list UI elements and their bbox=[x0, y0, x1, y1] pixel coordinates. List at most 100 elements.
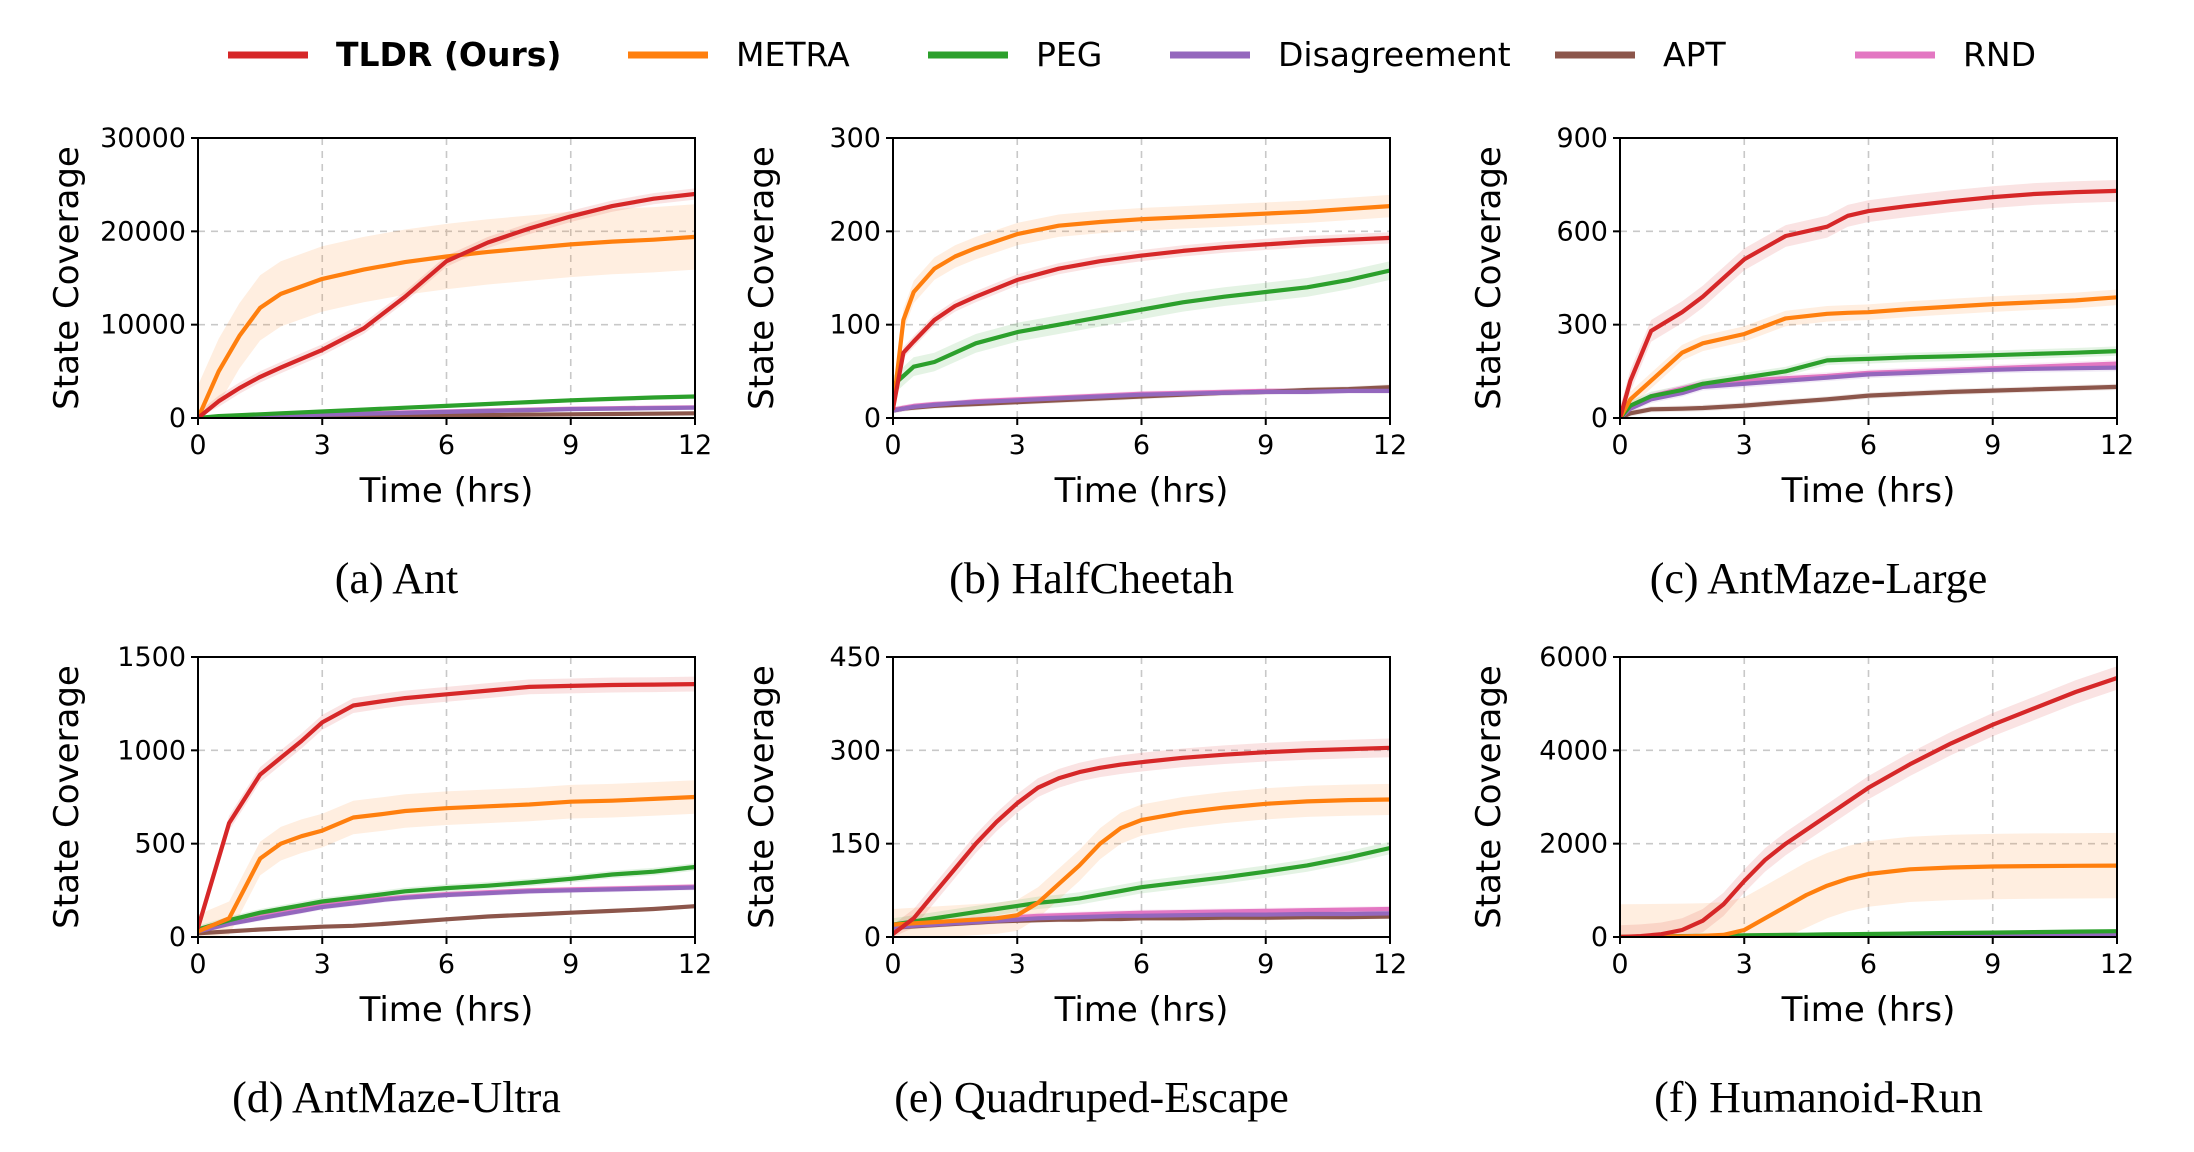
series-band bbox=[198, 780, 695, 937]
x-tick-label: 12 bbox=[2100, 949, 2134, 980]
plot-area bbox=[1620, 180, 2117, 418]
x-tick-label: 9 bbox=[562, 430, 579, 461]
y-tick-label: 4000 bbox=[1539, 735, 1608, 766]
plot-area bbox=[198, 676, 695, 937]
series-band bbox=[893, 261, 1390, 395]
y-tick-label: 1000 bbox=[117, 735, 186, 766]
y-axis-label: State Coverage bbox=[1469, 665, 1509, 929]
y-axis-label: State Coverage bbox=[742, 665, 782, 929]
x-tick-label: 0 bbox=[189, 430, 206, 461]
series-line bbox=[1620, 349, 2117, 418]
x-tick-label: 6 bbox=[438, 949, 455, 980]
series-band bbox=[1620, 666, 2117, 937]
x-axis-label: Time (hrs) bbox=[1054, 471, 1229, 511]
y-tick-label: 10000 bbox=[100, 310, 186, 341]
series-line bbox=[893, 745, 1390, 936]
x-tick-label: 3 bbox=[314, 430, 331, 461]
legend-item: PEG bbox=[928, 35, 1102, 74]
x-tick-label: 0 bbox=[1611, 949, 1628, 980]
x-tick-label: 3 bbox=[1736, 430, 1753, 461]
legend: TLDR (Ours) METRA PEG Disagreement APT RND bbox=[228, 35, 2036, 74]
legend-label: PEG bbox=[1036, 35, 1102, 74]
plot-area bbox=[893, 738, 1390, 937]
y-tick-label: 200 bbox=[829, 216, 881, 247]
series-line bbox=[198, 794, 695, 934]
panel-caption: (f) Humanoid-Run bbox=[1654, 1073, 1983, 1122]
x-tick-label: 6 bbox=[438, 430, 455, 461]
series-line bbox=[198, 682, 695, 930]
x-tick-label: 12 bbox=[1373, 430, 1407, 461]
legend-item: APT bbox=[1555, 35, 1726, 74]
y-tick-label: 0 bbox=[169, 403, 186, 434]
y-axis-label: State Coverage bbox=[47, 665, 87, 929]
series-line bbox=[1620, 675, 2117, 937]
x-axis-label: Time (hrs) bbox=[1781, 471, 1956, 511]
x-tick-label: 0 bbox=[1611, 430, 1628, 461]
legend-label: TLDR (Ours) bbox=[336, 35, 561, 74]
series-band bbox=[1620, 832, 2117, 937]
x-tick-label: 9 bbox=[1257, 430, 1274, 461]
legend-item: TLDR (Ours) bbox=[228, 35, 561, 74]
series-line bbox=[198, 191, 695, 418]
y-tick-label: 600 bbox=[1556, 216, 1608, 247]
y-tick-label: 0 bbox=[864, 922, 881, 953]
y-tick-label: 300 bbox=[829, 735, 881, 766]
panel-caption: (c) AntMaze-Large bbox=[1650, 554, 1988, 603]
plot-area bbox=[198, 188, 695, 418]
series-line bbox=[1620, 295, 2117, 418]
x-tick-label: 12 bbox=[2100, 430, 2134, 461]
chart-panel: 0 3 6 9 12 0 500 1000 1500 Time (hrs) State Covera… bbox=[47, 642, 712, 1122]
series-line bbox=[1620, 365, 2117, 418]
x-tick-label: 3 bbox=[1009, 430, 1026, 461]
chart-panel: 0 3 6 9 12 0 300 600 900 Time (hrs) State Coverage… bbox=[1469, 123, 2134, 603]
legend-item: METRA bbox=[628, 35, 850, 74]
y-tick-label: 500 bbox=[134, 829, 186, 860]
y-tick-label: 30000 bbox=[100, 123, 186, 154]
series-line bbox=[198, 394, 695, 418]
legend-item: Disagreement bbox=[1170, 35, 1511, 74]
x-tick-label: 0 bbox=[884, 430, 901, 461]
y-axis-label: State Coverage bbox=[47, 146, 87, 410]
y-tick-label: 0 bbox=[1591, 922, 1608, 953]
x-axis-label: Time (hrs) bbox=[359, 471, 534, 511]
panel-caption: (b) HalfCheetah bbox=[949, 554, 1234, 603]
series-band bbox=[893, 194, 1390, 418]
series-band bbox=[893, 388, 1390, 414]
y-tick-label: 6000 bbox=[1539, 642, 1608, 673]
panel-caption: (a) Ant bbox=[335, 554, 458, 603]
y-axis-label: State Coverage bbox=[1469, 146, 1509, 410]
x-tick-label: 6 bbox=[1133, 949, 1150, 980]
series-line bbox=[893, 845, 1390, 927]
x-tick-label: 3 bbox=[314, 949, 331, 980]
y-tick-label: 20000 bbox=[100, 216, 186, 247]
x-tick-label: 12 bbox=[678, 949, 712, 980]
panel-caption: (d) AntMaze-Ultra bbox=[232, 1073, 561, 1122]
y-tick-label: 450 bbox=[829, 642, 881, 673]
chart-panel: 0 3 6 9 12 0 2000 4000 6000 Time (hrs) State Cover… bbox=[1469, 642, 2134, 1122]
x-tick-label: 6 bbox=[1860, 430, 1877, 461]
chart-panel: 0 3 6 9 12 0 150 300 450 Time (hrs) State Coverage… bbox=[742, 642, 1407, 1122]
chart-panel: 0 3 6 9 12 0 100 200 300 Time (hrs) State Coverage… bbox=[742, 123, 1407, 603]
x-tick-label: 9 bbox=[562, 949, 579, 980]
legend-label: RND bbox=[1963, 35, 2036, 74]
x-axis-label: Time (hrs) bbox=[1781, 990, 1956, 1030]
y-tick-label: 150 bbox=[829, 829, 881, 860]
legend-label: Disagreement bbox=[1278, 35, 1511, 74]
series-line bbox=[893, 911, 1390, 930]
chart-panel: 0 3 6 9 12 0 10000 20000 30000 Time (hrs) State Co… bbox=[47, 123, 712, 603]
x-axis-label: Time (hrs) bbox=[1054, 990, 1229, 1030]
x-tick-label: 0 bbox=[884, 949, 901, 980]
y-tick-label: 300 bbox=[829, 123, 881, 154]
x-tick-label: 6 bbox=[1133, 430, 1150, 461]
y-axis-label: State Coverage bbox=[742, 146, 782, 410]
series-line bbox=[893, 388, 1390, 413]
series-line bbox=[893, 268, 1390, 388]
series-line bbox=[198, 864, 695, 932]
plot-area bbox=[893, 194, 1390, 418]
x-tick-label: 9 bbox=[1984, 430, 2001, 461]
panel-caption: (e) Quadruped-Escape bbox=[894, 1073, 1289, 1122]
y-tick-label: 1500 bbox=[117, 642, 186, 673]
series-line bbox=[893, 204, 1390, 411]
